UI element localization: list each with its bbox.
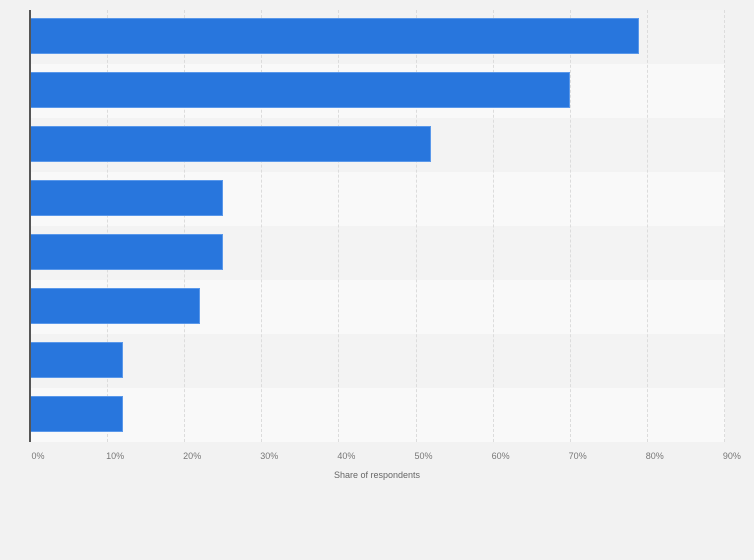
bar[interactable] — [30, 18, 640, 54]
x-tick-label: 50% — [414, 451, 433, 461]
gridline — [107, 10, 109, 442]
x-tick-label: 60% — [491, 451, 510, 461]
bar[interactable] — [30, 234, 223, 270]
gridline — [492, 10, 494, 442]
x-tick-label: 0% — [31, 451, 45, 461]
x-tick-label: 40% — [337, 451, 356, 461]
x-tick-label: 20% — [183, 451, 202, 461]
y-axis-line — [29, 10, 31, 442]
x-tick-label: 90% — [722, 451, 741, 461]
gridline — [184, 10, 186, 442]
x-tick-label: 30% — [260, 451, 279, 461]
row-band — [30, 334, 725, 388]
bar[interactable] — [30, 288, 200, 324]
x-axis-label: Share of respondents — [333, 470, 421, 480]
bar[interactable] — [30, 72, 570, 108]
gridline — [646, 10, 648, 442]
gridline — [415, 10, 417, 442]
gridline — [569, 10, 571, 442]
gridline — [338, 10, 340, 442]
x-tick-label: 70% — [568, 451, 587, 461]
bar[interactable] — [30, 180, 223, 216]
bar[interactable] — [30, 126, 431, 162]
gridline — [723, 10, 725, 442]
x-tick-label: 10% — [106, 451, 125, 461]
bar[interactable] — [30, 396, 123, 432]
gridline — [261, 10, 263, 442]
x-tick-label: 80% — [645, 451, 664, 461]
bar[interactable] — [30, 342, 123, 378]
row-band — [30, 388, 725, 442]
